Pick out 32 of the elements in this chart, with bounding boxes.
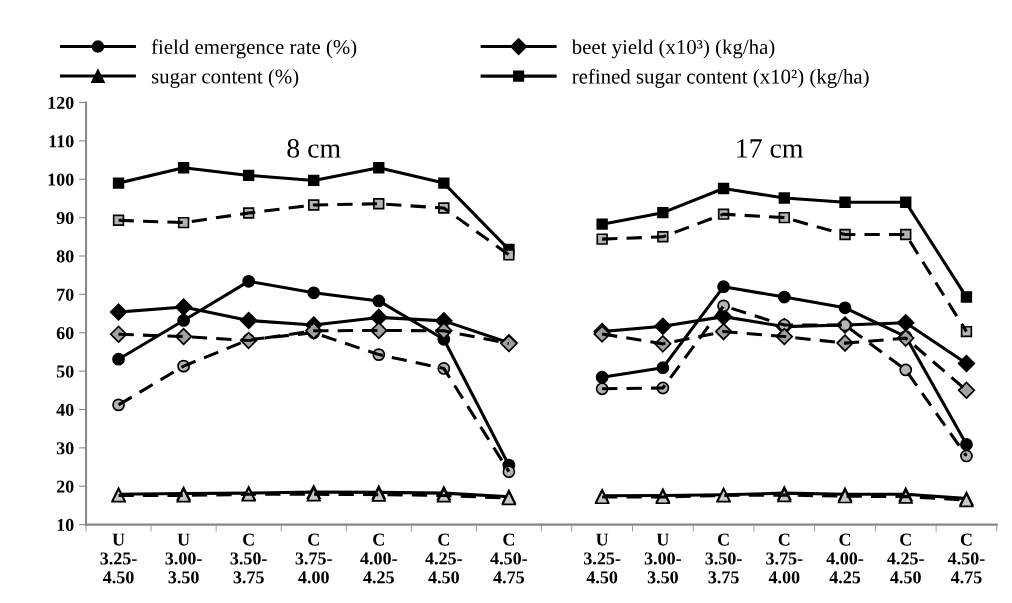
y-tick-label: 30 — [56, 442, 74, 455]
y-tick-label: 40 — [56, 403, 74, 416]
y-tick-label: 20 — [56, 480, 74, 493]
x-tick-label: U 3.00- 3.50 — [644, 533, 681, 584]
y-tick-label: 110 — [49, 135, 74, 148]
y-tick-label: 80 — [56, 250, 74, 263]
y-tick-label: 70 — [57, 288, 74, 301]
legend-label: field emergence rate (%) — [151, 39, 357, 59]
x-tick-label: C 4.25- 4.50 — [425, 533, 462, 584]
x-tick-label: U 3.00- 3.50 — [165, 533, 202, 584]
y-tick-label: 120 — [48, 96, 74, 109]
legend-label: beet yield (x10³) (kg/ha) — [571, 39, 775, 59]
x-tick-label: U 3.25- 4.50 — [100, 533, 137, 584]
x-tick-label: C 3.75- 4.00 — [295, 533, 332, 584]
y-tick-label: 50 — [56, 365, 74, 378]
x-tick-label: C 4.00- 4.25 — [826, 533, 864, 584]
legend-label: refined sugar content (x10²) (kg/ha) — [572, 68, 869, 88]
x-tick-label: C 4.25- 4.50 — [887, 533, 924, 584]
y-tick-label: 90 — [56, 211, 74, 225]
x-tick-label: C 4.50- 4.75 — [947, 533, 985, 584]
text: 8 cm — [287, 139, 341, 158]
y-tick-label: 60 — [56, 327, 74, 340]
legend-label: sugar content (%) — [151, 68, 299, 88]
x-tick-label: C 4.50- 4.75 — [490, 533, 528, 584]
text: 17 cm — [737, 139, 804, 158]
x-tick-label: C 4.00- 4.25 — [360, 533, 397, 584]
x-tick-label: C 3.50- 3.75 — [230, 533, 267, 584]
x-tick-label: U 3.25- 4.50 — [584, 533, 621, 584]
y-tick-label: 10 — [57, 518, 74, 532]
y-tick-label: 100 — [48, 173, 74, 186]
x-tick-label: C 3.50- 3.75 — [705, 533, 742, 584]
x-tick-label: C 3.75- 4.00 — [766, 533, 803, 584]
